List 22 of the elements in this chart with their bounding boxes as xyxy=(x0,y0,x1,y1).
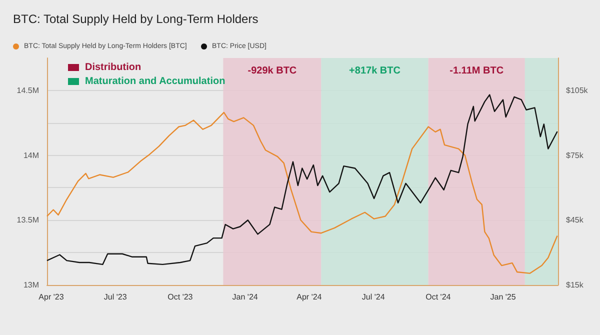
x-tick-label: Jan '25 xyxy=(490,292,516,302)
y-tick-label: 14.5M xyxy=(16,86,40,95)
y-tick-label: 14M xyxy=(23,150,40,160)
y2-tick-label: $15k xyxy=(566,280,584,290)
y2-tick-label: $75k xyxy=(566,150,584,160)
x-tick-label: Oct '23 xyxy=(168,292,194,302)
annotation: Distribution xyxy=(85,62,142,73)
y2-tick-label: $105k xyxy=(566,86,589,95)
band-label: +817k BTC xyxy=(349,66,400,76)
band-label: -929k BTC xyxy=(248,66,297,76)
x-tick-label: Apr '24 xyxy=(296,292,322,302)
chart-title: BTC: Total Supply Held by Long-Term Holders xyxy=(13,12,258,26)
x-tick-label: Apr '23 xyxy=(38,292,64,302)
y-tick-label: 13M xyxy=(23,280,40,290)
band-label: -1.11M BTC xyxy=(450,66,504,76)
x-tick-label: Oct '24 xyxy=(426,292,452,302)
x-tick-label: Jan '24 xyxy=(232,292,258,302)
y-tick-label: 13.5M xyxy=(16,216,40,225)
annotation: Maturation and Accumulation xyxy=(85,76,226,87)
x-tick-label: Jul '23 xyxy=(104,292,128,302)
y2-tick-label: $45k xyxy=(566,216,584,225)
x-tick-label: Jul '24 xyxy=(362,292,386,302)
